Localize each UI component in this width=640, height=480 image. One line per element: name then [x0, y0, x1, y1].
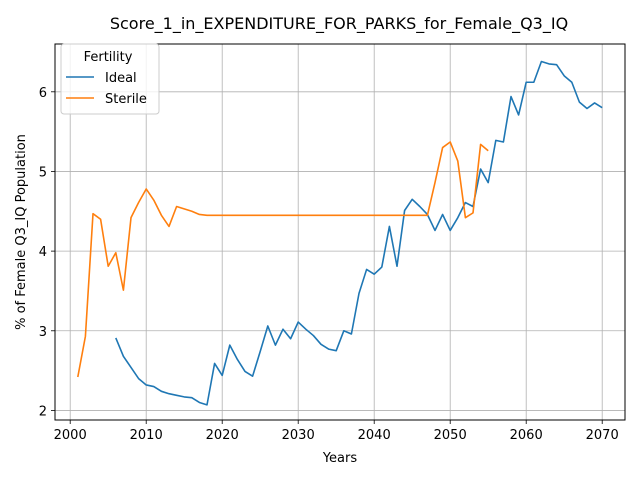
- x-tick-label: 2070: [586, 428, 619, 443]
- x-tick-label: 2050: [434, 428, 467, 443]
- x-tick-label: 2010: [130, 428, 163, 443]
- y-tick-label: 3: [39, 325, 47, 340]
- legend-title: Fertility: [84, 50, 133, 65]
- legend: Fertility Ideal Sterile: [60, 43, 160, 115]
- y-tick-label: 6: [39, 86, 47, 101]
- legend-label: Ideal: [105, 71, 137, 86]
- y-tick-label: 2: [39, 404, 47, 419]
- x-axis-label: Years: [322, 451, 358, 466]
- x-tick-label: 2020: [206, 428, 239, 443]
- y-tick-label: 5: [39, 165, 47, 180]
- y-axis-label: % of Female Q3_IQ Population: [14, 134, 29, 330]
- x-tick-label: 2060: [510, 428, 543, 443]
- y-tick-label: 4: [39, 245, 47, 260]
- x-tick-label: 2030: [282, 428, 315, 443]
- grid: [55, 44, 625, 420]
- legend-box: [60, 43, 160, 115]
- series-lines: [77, 60, 603, 406]
- legend-entries: Ideal Sterile: [66, 71, 147, 107]
- series-line-ideal: [115, 60, 603, 406]
- legend-label: Sterile: [105, 92, 147, 107]
- plot-frame: [54, 43, 626, 421]
- series-line-sterile: [77, 141, 489, 378]
- axis-ticks: 2000 2010 2020 2030 2040 2050 2060 2070 2 3 4 5 6: [39, 86, 619, 443]
- x-tick-label: 2000: [54, 428, 87, 443]
- chart-title: Score_1_in_EXPENDITURE_FOR_PARKS_for_Fem…: [110, 14, 568, 34]
- x-tick-label: 2040: [358, 428, 391, 443]
